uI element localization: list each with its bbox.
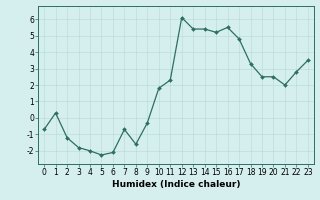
X-axis label: Humidex (Indice chaleur): Humidex (Indice chaleur) [112, 180, 240, 189]
